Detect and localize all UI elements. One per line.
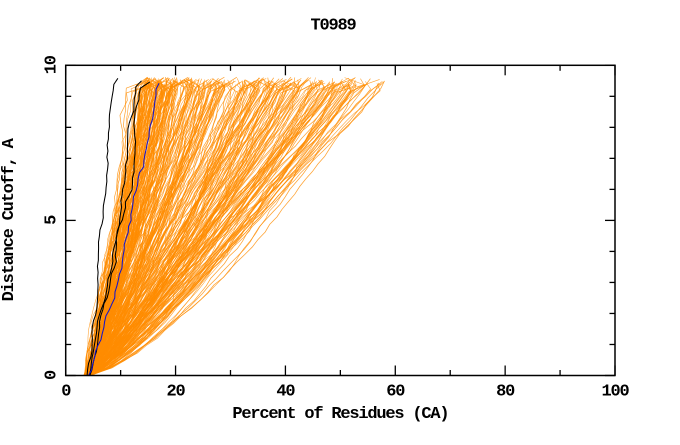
svg-text:40: 40 — [276, 383, 295, 402]
svg-text:20: 20 — [167, 383, 186, 402]
svg-text:5: 5 — [42, 215, 61, 225]
svg-text:10: 10 — [42, 55, 61, 74]
svg-text:Percent of Residues (CA): Percent of Residues (CA) — [232, 405, 448, 424]
svg-text:80: 80 — [496, 383, 515, 402]
svg-text:100: 100 — [601, 383, 629, 402]
svg-text:0: 0 — [61, 383, 71, 402]
svg-text:T0989: T0989 — [310, 17, 356, 36]
svg-text:Distance Cutoff, A: Distance Cutoff, A — [0, 137, 19, 301]
svg-text:60: 60 — [386, 383, 405, 402]
svg-text:0: 0 — [42, 370, 61, 380]
